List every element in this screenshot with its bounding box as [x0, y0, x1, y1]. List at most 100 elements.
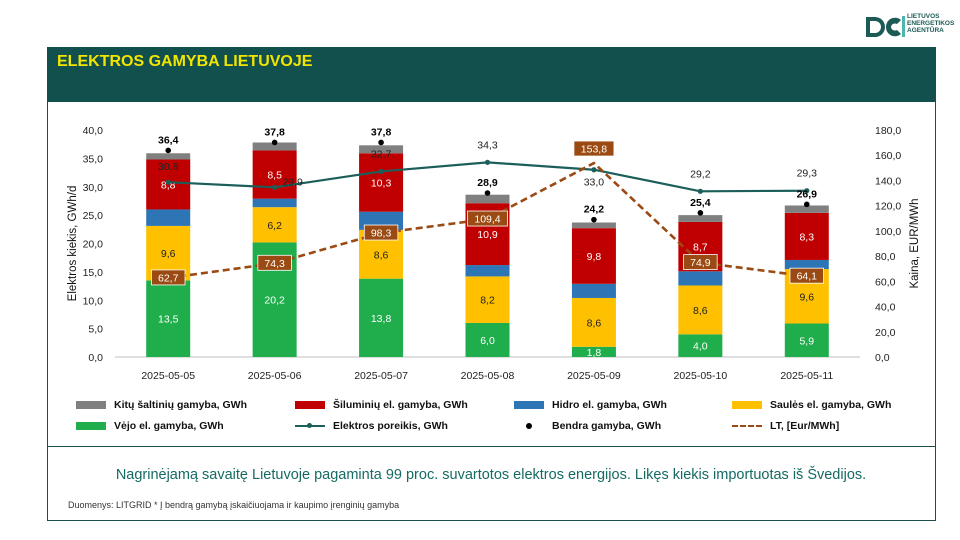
bar-segment [252, 150, 297, 199]
bar-segment [359, 153, 404, 212]
total-value-label: 37,8 [264, 126, 285, 138]
total-point [697, 210, 704, 216]
y-right-tick-label: 160,0 [875, 150, 901, 162]
bar-segment [784, 259, 829, 270]
legend-other-label: Kitų šaltinių gamyba, GWh [114, 399, 248, 411]
y-left-tick-label: 15,0 [83, 267, 104, 279]
total-point [378, 139, 384, 146]
price-label-box [683, 254, 718, 270]
bar-segment [784, 205, 829, 213]
agency-logo [866, 16, 905, 37]
price-label-box [789, 267, 824, 284]
x-tick-label: 2025-05-08 [461, 370, 515, 382]
total-point [803, 201, 810, 208]
legend-other: Kitų šaltinių gamyba, GWh [76, 399, 247, 411]
bar-segment [359, 145, 404, 154]
y-right-tick-label: 100,0 [875, 226, 901, 238]
bar-value-label: 8,3 [799, 231, 814, 243]
page-title: ELEKTROS GAMYBA LIETUVOJE [57, 53, 313, 70]
y-right-tick-label: 140,0 [875, 175, 901, 187]
legend-total-swatch [514, 422, 544, 430]
bar-segment [465, 276, 510, 323]
legend-thermal-label: Šiluminių el. gamyba, GWh [333, 399, 468, 411]
y-right-tick-label: 0,0 [875, 352, 890, 364]
price-value-label: 98,3 [371, 228, 392, 240]
y-left-tick-label: 30,0 [83, 182, 104, 194]
y-left-axis-title: Elektros kiekis, GWh/d [67, 186, 79, 302]
bar-value-label: 8,2 [480, 295, 495, 307]
demand-point [272, 184, 278, 190]
demand-value-label: 33,0 [584, 177, 605, 189]
demand-value-label: 32,7 [371, 148, 392, 160]
total-value-label: 24,2 [584, 204, 605, 216]
bar-value-label: 8,6 [374, 249, 389, 261]
demand-point [697, 188, 703, 194]
bar-segment [678, 334, 723, 357]
logo-text: LIETUVOS ENERGETIKOS AGENTŪRA [907, 13, 955, 35]
summary-text: Nagrinėjamą savaitę Lietuvoje pagaminta … [115, 467, 867, 483]
bar-value-label: 8,6 [587, 317, 602, 329]
demand-point [378, 168, 384, 175]
y-left-tick-label: 20,0 [83, 239, 104, 251]
demand-value-label: 29,9 [282, 176, 303, 188]
price-value-label: 62,7 [158, 272, 179, 284]
demand-value-label: 34,3 [477, 139, 498, 151]
price-label-box [363, 224, 399, 241]
y-left-tick-label: 40,0 [83, 125, 104, 137]
bar-segment [465, 194, 510, 204]
price-value-label: 64,1 [797, 271, 818, 283]
y-right-tick-label: 120,0 [875, 201, 901, 213]
price-value-label: 74,9 [690, 257, 711, 269]
divider [47, 446, 935, 447]
bar-value-label: 8,5 [267, 170, 282, 182]
legend-price-label: LT, [Eur/MWh] [770, 420, 840, 432]
y-right-axis-title: Kaina, EUR/MWh [909, 198, 921, 288]
x-tick-label: 2025-05-07 [354, 370, 408, 382]
x-tick-label: 2025-05-10 [673, 370, 727, 382]
bar-value-label: 20,2 [264, 295, 285, 307]
demand-value-label: 29,3 [797, 168, 818, 180]
price-value-label: 109,4 [474, 214, 500, 226]
legend-demand-swatch [295, 423, 325, 428]
legend-price-swatch [732, 425, 762, 427]
y-left-tick-label: 0,0 [88, 352, 103, 364]
bar-value-label: 8,7 [693, 242, 708, 254]
bar-value-label: 6,0 [480, 335, 495, 347]
demand-point [484, 159, 491, 165]
legend-hydro-label: Hidro el. gamyba, GWh [552, 399, 667, 411]
bar-value-label: 10,3 [371, 177, 392, 189]
total-point [591, 216, 597, 223]
bar-segment [784, 212, 829, 260]
price-label-box [151, 269, 186, 286]
bar-segment [571, 228, 616, 284]
bar-value-label: 13,8 [371, 313, 392, 325]
bar-segment [571, 283, 616, 298]
legend-price: LT, [Eur/MWh] [732, 420, 839, 432]
y-left-tick-label: 35,0 [83, 153, 104, 165]
bar-value-label: 13,5 [158, 314, 179, 326]
bar-segment [252, 142, 297, 151]
legend-demand: Elektros poreikis, GWh [295, 420, 448, 432]
total-value-label: 25,4 [690, 197, 711, 209]
bar-segment [571, 346, 616, 357]
price-value-label: 74,3 [264, 258, 285, 270]
x-tick-label: 2025-05-09 [567, 370, 621, 382]
y-right-tick-label: 80,0 [875, 251, 896, 263]
y-left-tick-label: 25,0 [83, 210, 104, 222]
y-right-tick-label: 60,0 [875, 276, 896, 288]
bar-value-label: 10,9 [477, 229, 498, 241]
legend-total: Bendra gamyba, GWh [514, 420, 661, 432]
y-left-tick-label: 5,0 [88, 324, 103, 336]
bar-value-label: 9,6 [161, 248, 176, 260]
x-tick-label: 2025-05-05 [141, 370, 195, 382]
bar-segment [571, 222, 616, 229]
y-right-tick-label: 20,0 [875, 327, 896, 339]
legend-solar: Saulės el. gamyba, GWh [732, 399, 891, 411]
total-point [165, 147, 172, 154]
legend-wind-swatch [76, 422, 106, 430]
bar-value-label: 1,8 [587, 347, 602, 359]
x-tick-label: 2025-05-11 [780, 370, 833, 382]
legend-total-label: Bendra gamyba, GWh [552, 420, 662, 432]
legend-solar-label: Saulės el. gamyba, GWh [770, 399, 892, 411]
